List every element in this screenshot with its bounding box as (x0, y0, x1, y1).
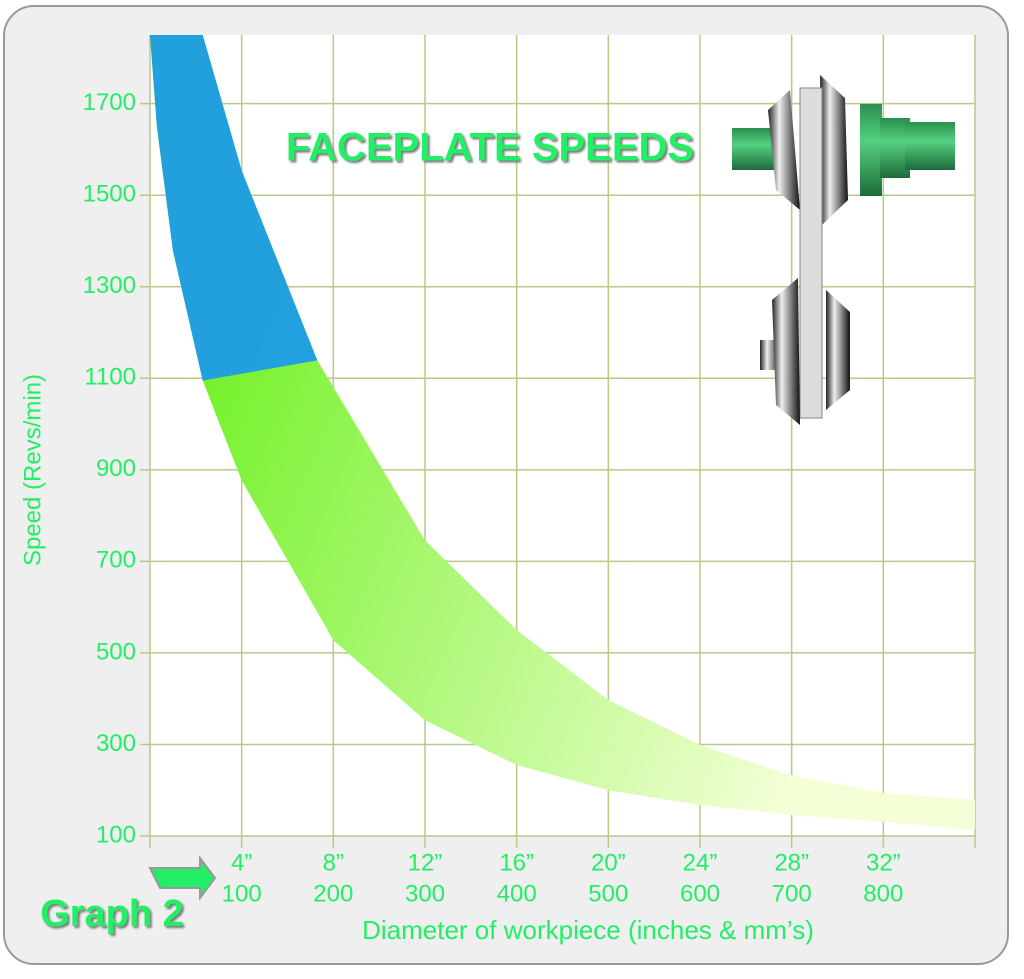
chart-title: FACEPLATE SPEEDS (286, 126, 694, 170)
y-tick-label: 900 (96, 455, 136, 482)
arrow-icon (148, 855, 217, 901)
y-axis-label: Speed (Revs/min) (19, 374, 46, 566)
x2-tick-label: 100 (222, 880, 262, 907)
pulley-illustration (732, 75, 955, 425)
x2-tick-label: 700 (772, 880, 812, 907)
x-axis-label: Diameter of workpiece (inches & mm’s) (362, 915, 814, 945)
x2-tick-label: 400 (497, 880, 537, 907)
band-fill (150, 35, 975, 831)
x-tick-label: 12” (408, 849, 443, 876)
y-tick-label: 300 (96, 730, 136, 757)
x-tick-label: 24” (683, 849, 718, 876)
x-tick-label: 28” (774, 849, 809, 876)
y-tick-label: 700 (96, 547, 136, 574)
y-tick-label: 500 (96, 638, 136, 665)
x2-tick-label: 500 (588, 880, 628, 907)
graph-caption: Graph 2 (40, 893, 184, 935)
y-tick-label: 100 (96, 821, 136, 848)
x2-tick-label: 800 (863, 880, 903, 907)
x-tick-label: 32” (866, 849, 901, 876)
x2-tick-label: 600 (680, 880, 720, 907)
x-tick-label: 16” (499, 849, 534, 876)
y-tick-label: 1100 (84, 364, 136, 391)
x2-tick-label: 300 (405, 880, 445, 907)
x-tick-label: 20” (591, 849, 626, 876)
y-tick-label: 1500 (83, 181, 136, 208)
x2-tick-label: 200 (313, 880, 353, 907)
y-tick-label: 1300 (83, 272, 136, 299)
x-tick-label: 8” (323, 849, 344, 876)
y-tick-label: 1700 (83, 89, 136, 116)
x-tick-label: 4” (231, 849, 252, 876)
